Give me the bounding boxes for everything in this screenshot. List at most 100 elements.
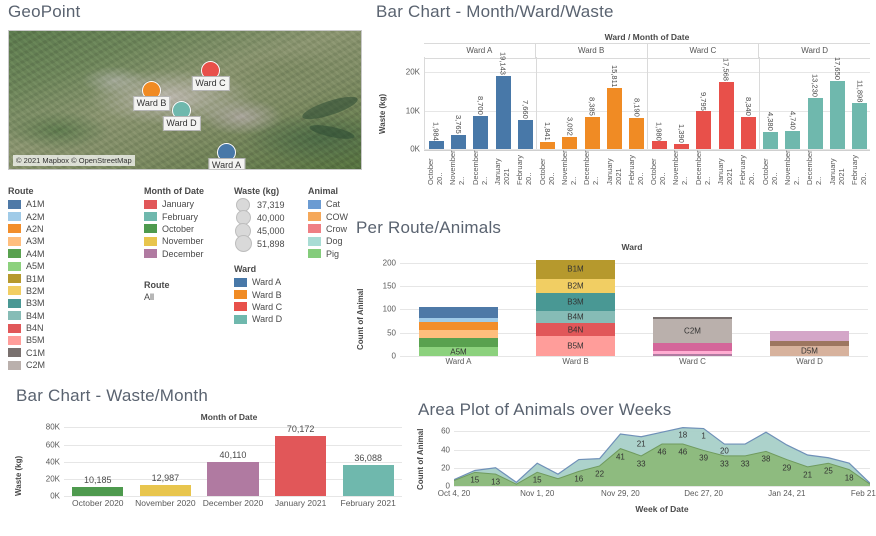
legend-route-item[interactable]: B4N	[8, 322, 88, 334]
x-tick-label[interactable]: January 2021	[827, 158, 846, 185]
ward-header-cell[interactable]: Ward C	[646, 44, 759, 58]
x-tick-label[interactable]: November 2020	[135, 498, 196, 508]
bar[interactable]	[562, 137, 578, 149]
stacked-bar[interactable]: A5M	[418, 307, 499, 356]
stack-segment[interactable]	[652, 343, 733, 352]
plot-area[interactable]: 1,984 3,765 8,700 19,143 7,660 1,841 3,092 8,38…	[424, 52, 870, 150]
x-tick-label[interactable]: Dec 27, 20	[684, 489, 723, 498]
legend-waste-item[interactable]: 37,319	[234, 197, 314, 212]
bar[interactable]	[473, 115, 489, 149]
legend-month-item[interactable]: November	[144, 235, 230, 247]
bar[interactable]	[785, 130, 801, 149]
bar[interactable]	[428, 141, 444, 149]
x-tick-label[interactable]: October 2020	[72, 498, 124, 508]
stacked-bar[interactable]: C2M	[652, 316, 733, 356]
stack-segment[interactable]: B1M	[535, 259, 616, 279]
stack-segment[interactable]	[418, 317, 499, 323]
map-pin-ward-d[interactable]: Ward D	[162, 101, 201, 131]
bar[interactable]	[651, 141, 667, 149]
area-series-svg[interactable]	[454, 424, 870, 486]
bar[interactable]	[852, 103, 868, 149]
route-filter[interactable]: Route All	[144, 280, 170, 302]
x-tick-label[interactable]: Oct 4, 20	[437, 489, 471, 498]
plot-area[interactable]: 15 13 15 16 22 41 33 46 46 39 33 33 38 29 21 25 18 21 18 1 2…	[454, 424, 870, 487]
legend-animal-item[interactable]: Cat	[308, 198, 374, 210]
bar[interactable]	[718, 81, 734, 149]
bar[interactable]	[740, 117, 756, 149]
x-tick-label[interactable]: Ward A	[445, 357, 472, 366]
x-tick-label[interactable]: February 2021	[340, 498, 396, 508]
stack-segment[interactable]: B4M	[535, 311, 616, 324]
x-tick-label[interactable]: Ward B	[562, 357, 589, 366]
legend-route-item[interactable]: A4M	[8, 248, 88, 260]
legend-route-item[interactable]: A2M	[8, 210, 88, 222]
x-tick-label[interactable]: November 2..	[782, 150, 801, 185]
x-tick-label[interactable]: Nov 1, 20	[520, 489, 555, 498]
bar[interactable]	[540, 141, 556, 149]
bar[interactable]	[763, 132, 779, 149]
stack-segment[interactable]: C2M	[652, 318, 733, 343]
legend-ward-item[interactable]: Ward D	[234, 313, 282, 325]
x-tick-label[interactable]: November 2..	[559, 150, 578, 185]
legend-route-item[interactable]: C1M	[8, 347, 88, 359]
x-tick-label[interactable]: Ward D	[796, 357, 823, 366]
x-tick-label[interactable]: Feb 21, 21	[850, 489, 876, 498]
stack-segment[interactable]	[769, 331, 850, 342]
x-tick-label[interactable]: February 20..	[738, 154, 757, 185]
stack-segment[interactable]: B5M	[535, 336, 616, 356]
legend-route-item[interactable]: B2M	[8, 285, 88, 297]
x-tick-label[interactable]: February 20..	[515, 154, 534, 185]
legend-month-item[interactable]: December	[144, 248, 230, 260]
map-pin-ward-a[interactable]: Ward A	[207, 143, 246, 169]
stack-segment[interactable]	[418, 307, 499, 318]
legend-month-item[interactable]: January	[144, 198, 230, 210]
plot-area[interactable]: A5M B5M B4N B4M B3M B2M B1M C2M D5M	[400, 256, 868, 357]
ward-header-cell[interactable]: Ward B	[534, 44, 647, 58]
stack-segment[interactable]	[418, 329, 499, 339]
legend-route-item[interactable]: C2M	[8, 359, 88, 371]
bar[interactable]	[450, 134, 466, 149]
x-tick-label[interactable]: February 20..	[626, 154, 645, 185]
bar[interactable]	[673, 143, 689, 149]
stack-segment[interactable]: D5M	[769, 346, 850, 356]
x-tick-label[interactable]: January 2021	[716, 158, 735, 185]
x-tick-label[interactable]: October 20..	[426, 158, 445, 185]
legend-animal-item[interactable]: Dog	[308, 235, 374, 247]
x-tick-label[interactable]: January 2021	[274, 498, 327, 508]
legend-month-item[interactable]: February	[144, 210, 230, 222]
x-tick-label[interactable]: October 20..	[760, 158, 779, 185]
stack-segment[interactable]: A5M	[418, 347, 499, 356]
stack-segment[interactable]: B3M	[535, 293, 616, 312]
stack-segment[interactable]: B4N	[535, 323, 616, 337]
x-tick-label[interactable]: Jan 24, 21	[768, 489, 806, 498]
bar[interactable]: 12,987	[139, 473, 192, 496]
legend-route-item[interactable]: A5M	[8, 260, 88, 272]
stack-segment[interactable]	[652, 316, 733, 319]
route-filter-value[interactable]: All	[144, 292, 155, 302]
stack-segment[interactable]	[769, 341, 850, 347]
bar[interactable]	[495, 75, 511, 149]
map-pin-ward-c[interactable]: Ward C	[191, 61, 230, 91]
legend-route-item[interactable]: B4M	[8, 310, 88, 322]
legend-ward-item[interactable]: Ward B	[234, 288, 282, 300]
stacked-bar[interactable]: D5M	[769, 331, 850, 356]
x-tick-label[interactable]: December 2..	[805, 150, 824, 185]
ward-header-cell[interactable]: Ward D	[758, 44, 870, 58]
bar[interactable]: 70,172	[274, 424, 327, 496]
legend-route-item[interactable]: A3M	[8, 235, 88, 247]
x-tick-label[interactable]: Ward C	[679, 357, 706, 366]
legend-route-item[interactable]: B3M	[8, 297, 88, 309]
x-tick-label[interactable]: November 2..	[448, 150, 467, 185]
bar[interactable]	[696, 111, 712, 149]
bar[interactable]: 36,088	[342, 453, 394, 496]
stacked-bar[interactable]: B5M B4N B4M B3M B2M B1M	[535, 259, 616, 356]
plot-area[interactable]: 10,185 12,987 40,110 70,172 36,088	[64, 424, 402, 497]
x-tick-label[interactable]: October 20..	[537, 158, 556, 185]
x-tick-label[interactable]: December 2..	[693, 150, 712, 185]
bar[interactable]: 40,110	[207, 450, 259, 496]
legend-ward-item[interactable]: Ward C	[234, 301, 282, 313]
map-pin-ward-b[interactable]: Ward B	[132, 81, 171, 111]
legend-waste-item[interactable]: 51,898	[234, 235, 314, 252]
x-tick-label[interactable]: December 2..	[470, 150, 489, 185]
bar[interactable]: 10,185	[72, 475, 124, 496]
